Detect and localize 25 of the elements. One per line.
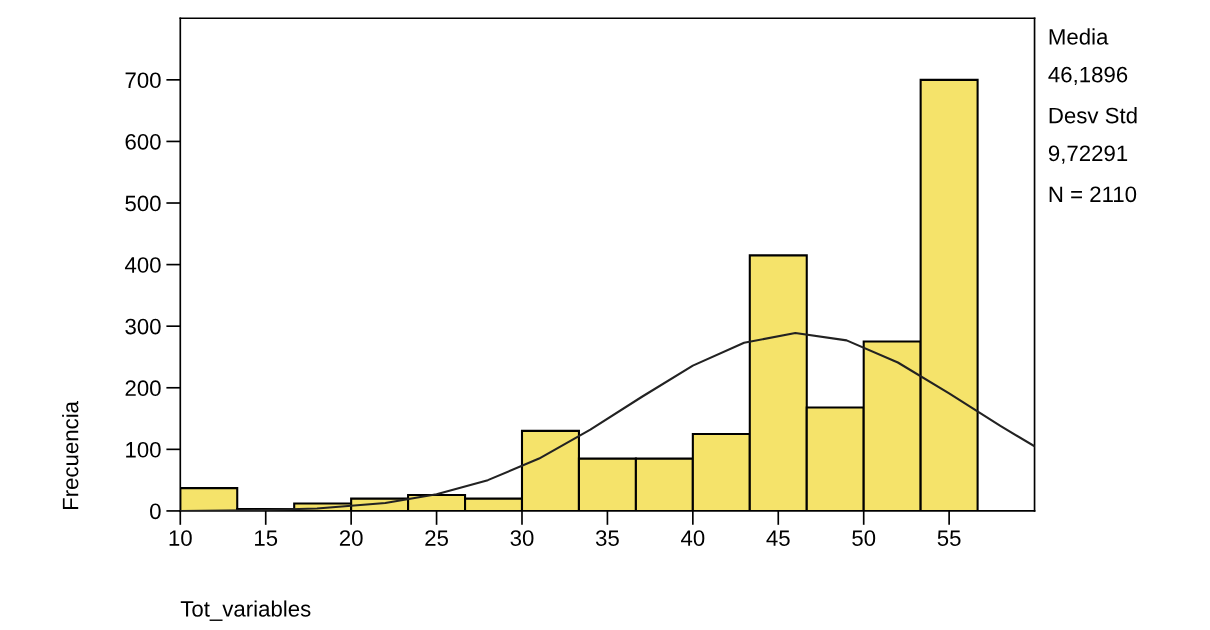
y-tick-label: 600 xyxy=(125,133,161,150)
y-tick-label: 300 xyxy=(125,318,161,335)
x-tick-label: 20 xyxy=(339,530,363,546)
y-tick-label: 700 xyxy=(125,72,161,89)
x-tick-label: 55 xyxy=(937,530,961,546)
text: 46,1896 xyxy=(1048,66,1128,86)
x-axis-title: Tot_variables xyxy=(180,600,311,621)
y-tick-label: 100 xyxy=(126,441,161,458)
y-tick-label: 400 xyxy=(124,257,161,273)
text: N = 2110 xyxy=(1049,186,1137,203)
x-tick-label: 10 xyxy=(169,530,192,546)
x-tick-label: 30 xyxy=(510,530,534,546)
x-tick-label: 45 xyxy=(766,530,790,546)
y-tick-label: 200 xyxy=(125,380,161,397)
text: Desv Std xyxy=(1049,107,1137,124)
x-tick-label: 15 xyxy=(255,530,278,546)
y-tick-label: 500 xyxy=(125,195,161,212)
x-tick-label: 50 xyxy=(852,530,876,546)
x-tick-label: 25 xyxy=(425,530,448,546)
x-tick-label: 35 xyxy=(595,530,619,546)
y-tick-label: 0 xyxy=(150,503,161,520)
text: Media xyxy=(1049,28,1109,45)
y-axis-title: Frecuencia xyxy=(62,401,79,510)
x-tick-label: 40 xyxy=(681,530,705,546)
text: 9,72291 xyxy=(1048,145,1128,164)
